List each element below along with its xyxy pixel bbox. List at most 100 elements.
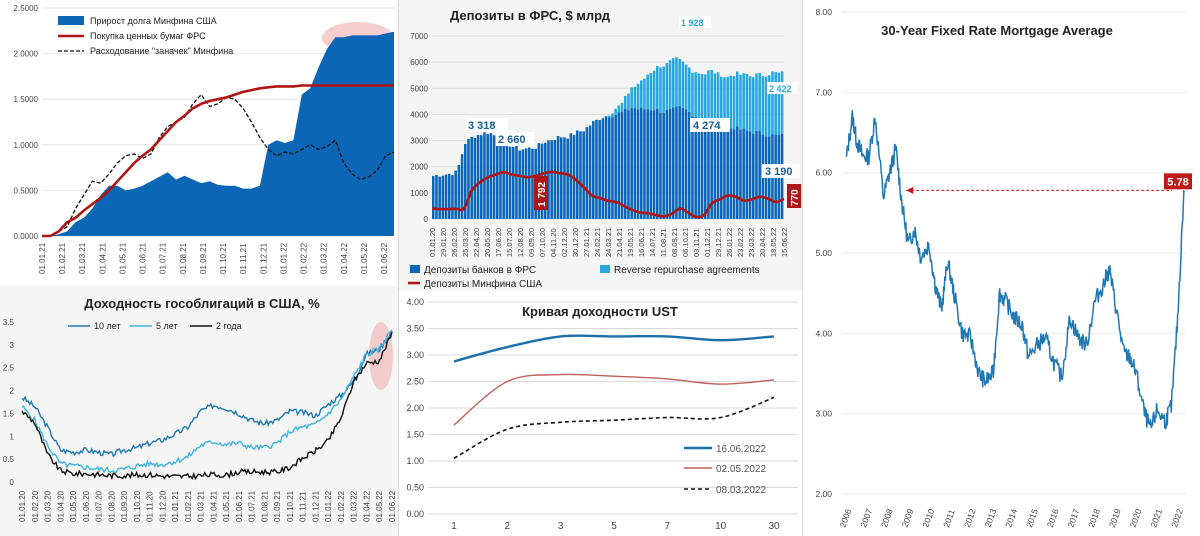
x-tick-label: 01.03.22 xyxy=(320,242,329,274)
label-bank-early: 3 318 xyxy=(468,120,496,132)
x-tick-label: 01.01.22 xyxy=(279,242,288,274)
bank-deposit-bar xyxy=(665,109,669,219)
rrp-bar xyxy=(764,76,768,137)
x-tick-label: 18.05.22 xyxy=(769,228,778,257)
fed-deposits-panel: Депозиты в ФРС, $ млрд 0 1000 2000 3000 4000… xyxy=(398,0,802,290)
chart-title: 30-Year Fixed Rate Mortgage Average xyxy=(881,23,1113,38)
x-tick-label: 7 xyxy=(665,521,671,532)
debt-growth-area xyxy=(42,31,394,237)
rrp-bar xyxy=(697,73,701,119)
rrp-bar xyxy=(716,72,720,120)
y-tick-label: 6.00 xyxy=(815,168,832,178)
legend: Прирост долга Минфина США Покупка ценных… xyxy=(58,16,233,56)
bank-deposit-bar xyxy=(755,131,758,219)
x-tick-label: 24.03.21 xyxy=(604,228,613,257)
y-tick-label: 3.50 xyxy=(406,324,424,334)
x-tick-label: 01.04.21 xyxy=(209,490,218,522)
rrp-bar xyxy=(736,71,739,127)
chart-title: Депозиты в ФРС, $ млрд xyxy=(450,8,611,23)
bank-deposit-bar xyxy=(480,135,483,219)
rrp-bar xyxy=(681,61,685,108)
bank-deposit-bar xyxy=(688,111,691,219)
x-tick-label: 2006 xyxy=(837,507,853,528)
bank-deposit-bar xyxy=(601,118,605,219)
ust-curve-panel: Кривая доходности UST 0.00 0.50 1.00 1.50 2.… xyxy=(398,290,802,536)
rrp-bar xyxy=(713,73,717,122)
bank-deposit-bar xyxy=(448,174,451,219)
x-tick-label: 15.07.20 xyxy=(505,228,514,257)
x-tick-label: 2013 xyxy=(983,507,999,528)
x-tick-label: 01.07.21 xyxy=(248,490,257,522)
y-tick-label: 2000 xyxy=(410,163,428,172)
bank-deposit-bar xyxy=(617,112,621,219)
y-tick-label: 0 xyxy=(424,215,429,224)
treasury-deposits-line xyxy=(431,170,785,219)
x-tick-label: 01.07.20 xyxy=(95,490,104,522)
label-bg-rrp-peak xyxy=(679,16,711,28)
bank-deposit-bar xyxy=(729,128,733,219)
rrp-bar xyxy=(656,66,659,109)
x-tick-label: 2 xyxy=(505,521,511,532)
x-tick-label: 01.03.20 xyxy=(44,490,53,522)
ust-yields-panel: Доходность гособлигаций в США, % 0 0.5 1 1.… xyxy=(0,286,398,536)
rrp-bar xyxy=(768,75,771,137)
bank-deposit-bar xyxy=(518,150,521,219)
rrp-bar xyxy=(780,71,784,134)
rrp-bar xyxy=(723,77,726,128)
x-tick-label: 2008 xyxy=(879,507,895,528)
x-tick-label: 23.03.22 xyxy=(747,228,756,257)
y-tick-label: 0.5 xyxy=(3,455,15,464)
bank-deposit-bar xyxy=(748,131,752,219)
rrp-bar xyxy=(688,67,691,112)
bank-deposit-bar xyxy=(512,146,515,219)
mortgage-chart: 30-Year Fixed Rate Mortgage Average 2.00… xyxy=(815,7,1192,529)
legend-swatch-bank xyxy=(410,265,420,273)
x-tick-label: 01.04.22 xyxy=(362,490,371,522)
rrp-bar xyxy=(646,74,649,110)
bank-deposit-bar xyxy=(444,174,448,219)
yield-5y-line xyxy=(21,329,393,474)
rrp-bar xyxy=(726,76,729,129)
rrp-bar xyxy=(752,77,755,134)
x-tick-label: 20.04.22 xyxy=(758,228,767,257)
rrp-bar xyxy=(604,116,608,117)
legend-label-jun: 16.06.2022 xyxy=(716,444,766,455)
rrp-bar xyxy=(636,83,640,110)
bank-deposit-bar xyxy=(726,128,729,219)
curve-line-2022-03-08 xyxy=(453,396,775,460)
legend-label-debt: Прирост долга Минфина США xyxy=(90,16,217,26)
rrp-bar xyxy=(624,96,627,109)
x-tick-label: 01.04.21 xyxy=(98,242,107,274)
bank-deposit-bar xyxy=(723,127,726,219)
x-tick-label: 16.06.21 xyxy=(637,228,646,257)
x-tick-label: 06.10.21 xyxy=(681,228,690,257)
ust-curve-chart: Кривая доходности UST 0.00 0.50 1.00 1.50 2.… xyxy=(406,297,798,532)
bank-deposit-bar xyxy=(636,109,640,219)
y-tick-label: 4000 xyxy=(410,110,428,119)
label-bg-bank-mid xyxy=(496,132,534,146)
bank-deposit-bar xyxy=(704,119,707,219)
x-tick-label: 01.06.21 xyxy=(235,490,244,522)
fed-debt-chart: 0.0000 0.5000 1.0000 1.5000 2.0000 2.5000 01.… xyxy=(14,4,395,274)
x-tick-label: 01.09.21 xyxy=(273,490,282,522)
rrp-bar xyxy=(592,120,595,122)
chart-title: Кривая доходности UST xyxy=(522,304,678,319)
rrp-bar xyxy=(620,102,624,112)
x-tick-label: 01.02.21 xyxy=(184,490,193,522)
x-tick-label: 01.03.21 xyxy=(78,242,87,274)
x-tick-label: 01.01.20 xyxy=(18,490,27,522)
bank-deposit-bar xyxy=(467,139,470,219)
rrp-bar xyxy=(774,72,777,135)
bank-deposit-bar xyxy=(473,138,477,219)
bank-deposit-bar xyxy=(614,114,617,219)
bank-deposit-bar xyxy=(524,148,528,219)
x-tick-label: 30 xyxy=(768,521,780,532)
x-tick-label: 01.01.21 xyxy=(38,242,47,274)
x-tick-label: 2018 xyxy=(1086,507,1102,528)
x-tick-label: 01.05.20 xyxy=(69,490,78,522)
x-tick-label: 2015 xyxy=(1024,507,1040,528)
bank-deposit-bar xyxy=(505,140,509,219)
x-tick-label: 07.10.20 xyxy=(538,228,547,257)
rrp-bar xyxy=(630,87,633,109)
mortgage-rate-line xyxy=(845,110,1185,430)
